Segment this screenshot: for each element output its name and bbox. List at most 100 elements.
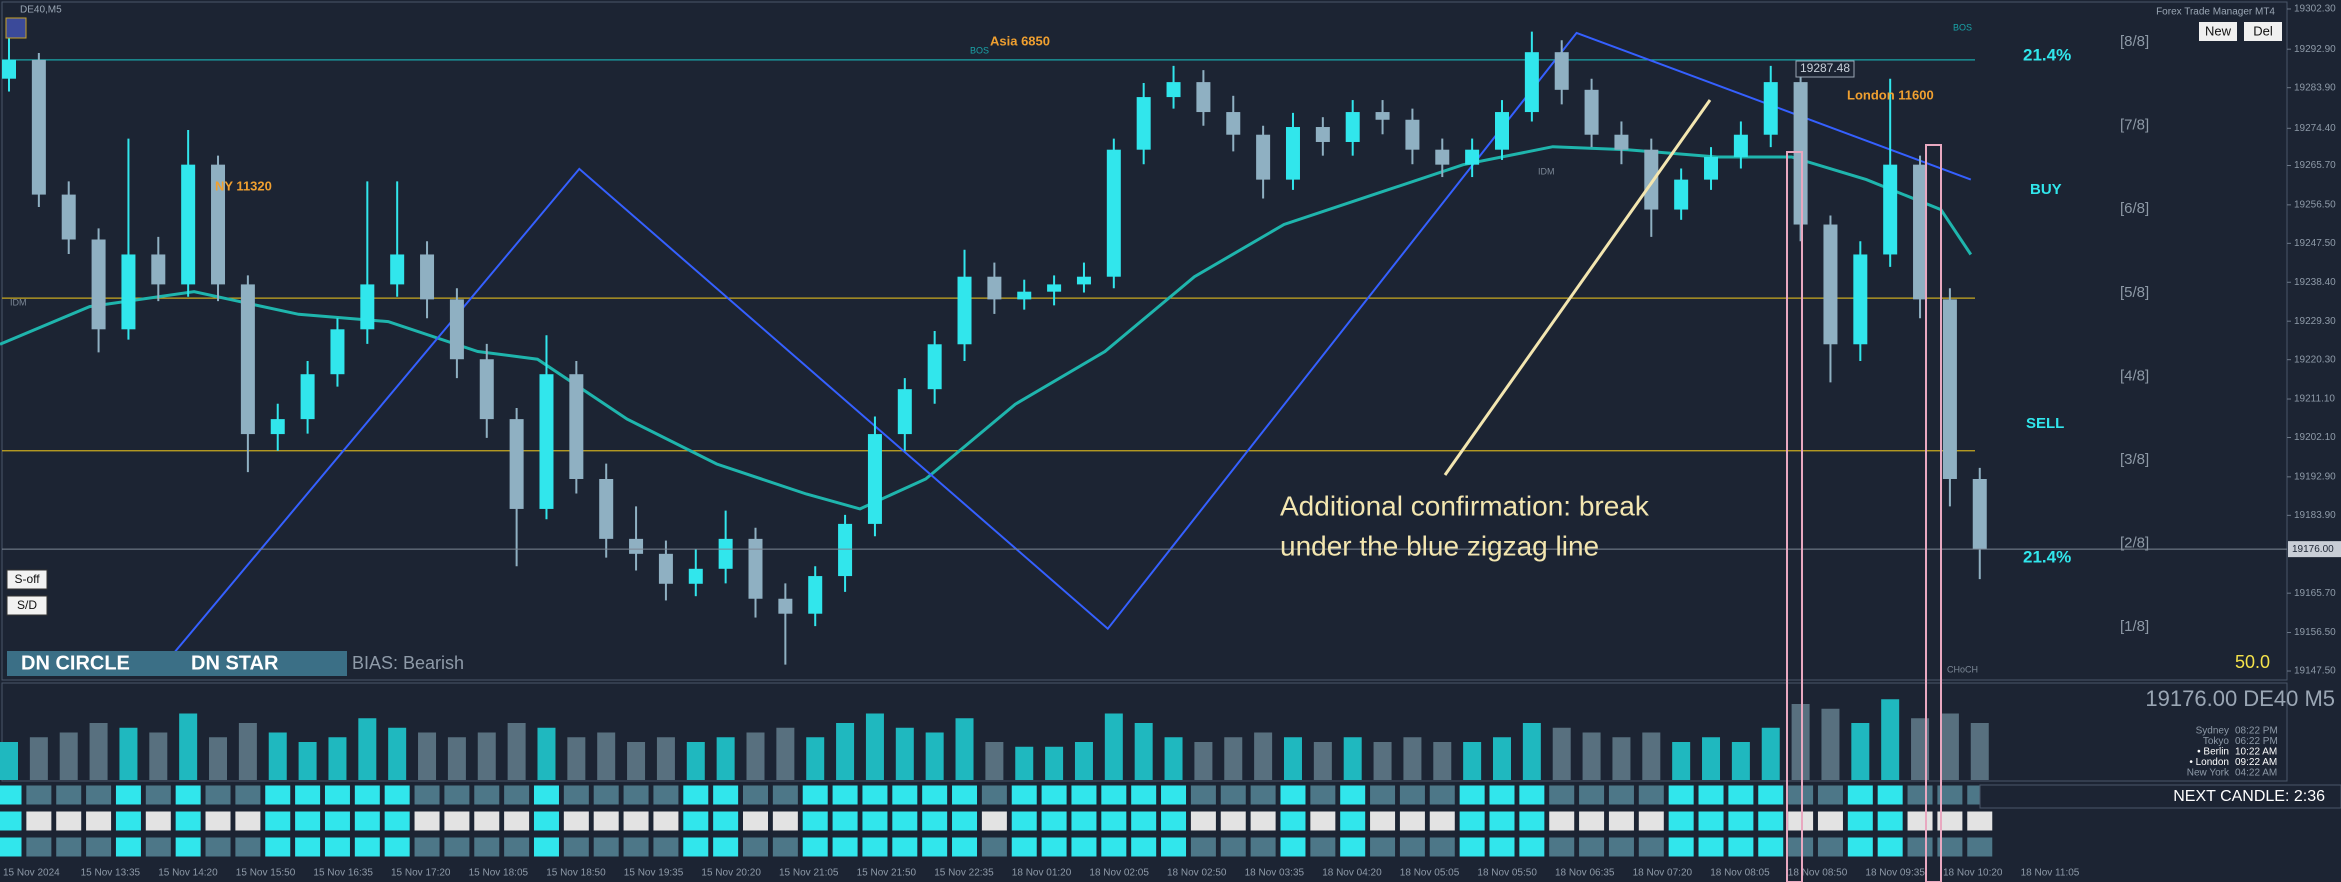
y-tick-label: 19211.10	[2294, 394, 2335, 405]
x-tick-label: 18 Nov 06:35	[1555, 868, 1615, 879]
candle-body	[1733, 134, 1748, 157]
volume-bar	[865, 713, 884, 780]
strength-cell	[234, 810, 262, 832]
candle-body	[1524, 52, 1539, 113]
strength-cell	[1667, 836, 1695, 858]
strength-cell	[1518, 836, 1546, 858]
clock-time: 08:22 PM	[2235, 726, 2278, 737]
strength-cell	[1219, 810, 1247, 832]
strength-cell	[294, 784, 322, 806]
strength-cell	[652, 810, 680, 832]
x-tick-label: 15 Nov 19:35	[624, 868, 684, 879]
del-button[interactable]: Del	[2244, 22, 2282, 41]
signal-bar	[7, 651, 347, 676]
clock-city: Sydney	[2196, 726, 2229, 737]
candle-body	[1136, 97, 1151, 150]
candle-body	[1942, 299, 1957, 479]
strength-cell	[174, 836, 202, 858]
volume-bar	[1134, 723, 1153, 780]
candle-body	[1345, 112, 1360, 142]
idm-label: IDM	[1538, 166, 1555, 176]
candle-body	[569, 374, 584, 479]
strength-cell	[1458, 836, 1486, 858]
volume-bar	[836, 723, 855, 780]
strength-cell	[1428, 836, 1456, 858]
strength-cell	[891, 810, 919, 832]
signal: DN CIRCLE	[21, 652, 130, 674]
y-tick-label: 19192.90	[2294, 471, 2336, 482]
new-button[interactable]: New	[2199, 22, 2237, 41]
button-label[interactable]: S-off	[14, 572, 40, 586]
strength-cell	[114, 784, 142, 806]
strength-cell	[1398, 784, 1426, 806]
highlight-box	[1925, 144, 1942, 882]
button-label[interactable]: New	[2205, 23, 2232, 38]
x-tick-label: 15 Nov 21:50	[857, 868, 917, 879]
bias: BIAS: Bearish	[352, 653, 464, 673]
candle-body	[2, 59, 16, 79]
button-label[interactable]: S/D	[17, 598, 37, 612]
next-candle: NEXT CANDLE: 2:36	[2173, 788, 2325, 805]
strength-cell	[1757, 784, 1785, 806]
button-bg[interactable]	[6, 595, 48, 616]
volume-bar	[656, 737, 675, 780]
button-bg[interactable]	[2244, 22, 2282, 41]
strength-cell	[1697, 836, 1725, 858]
volume-bar	[1164, 737, 1183, 780]
volume-bar	[1254, 732, 1273, 780]
volume-bar	[1493, 737, 1511, 780]
strength-cell	[532, 810, 560, 832]
strength-cell	[742, 810, 769, 832]
note-line: Additional confirmation: break	[1280, 490, 1650, 521]
strength-cell	[443, 784, 471, 806]
strength-cell	[1458, 784, 1486, 806]
strength-cell	[1518, 784, 1546, 806]
button-bg[interactable]	[2199, 22, 2237, 41]
bos-label: BOS	[970, 45, 989, 55]
volume-bar	[1224, 737, 1243, 780]
strength-cell	[1488, 810, 1516, 832]
strength-cell	[383, 810, 411, 832]
button-label[interactable]: Del	[2253, 23, 2273, 38]
volume-bar	[1851, 723, 1870, 780]
strength-cell	[1130, 784, 1158, 806]
strength-cell	[1100, 836, 1128, 858]
strength-cell	[0, 810, 23, 832]
candle-body	[1196, 82, 1211, 113]
button-bg[interactable]	[6, 569, 48, 590]
y-tick-label: 19274.40	[2294, 123, 2336, 134]
x-tick-label: 18 Nov 04:20	[1322, 868, 1382, 879]
strength-cell	[413, 836, 441, 858]
s-d-button[interactable]: S/D	[6, 595, 48, 616]
candle-body	[449, 299, 464, 360]
clock-time: 06:22 PM	[2235, 736, 2278, 747]
s-off-button[interactable]: S-off	[6, 569, 48, 590]
candle-body	[838, 523, 853, 577]
strength-cell	[473, 810, 501, 832]
volume-bar	[955, 718, 974, 780]
strength-cell	[1906, 784, 1934, 806]
y-tick-label: 19292.90	[2294, 44, 2336, 55]
strength-cell	[742, 836, 769, 858]
strength-cell	[1548, 784, 1576, 806]
strength-cell	[174, 784, 202, 806]
strength-cell	[1667, 810, 1695, 832]
murrey-label: [8/8]	[2120, 33, 2149, 50]
strength-cell	[204, 810, 232, 832]
strength-cell	[144, 784, 172, 806]
volume-bar	[1612, 737, 1631, 780]
strength-cell	[1876, 810, 1904, 832]
strength-cell	[1458, 810, 1486, 832]
candle-body	[1435, 149, 1450, 165]
clock-city: Tokyo	[2203, 736, 2230, 747]
strength-cell	[1070, 810, 1098, 832]
strength-cell	[1966, 810, 1994, 832]
strength-cell	[951, 810, 979, 832]
strength-cell	[1160, 810, 1188, 832]
strength-cell	[1787, 836, 1815, 858]
volume-bar	[1761, 727, 1780, 780]
strength-cell	[1846, 784, 1874, 806]
volume-bar	[1582, 732, 1601, 780]
strength-cell	[144, 810, 172, 832]
